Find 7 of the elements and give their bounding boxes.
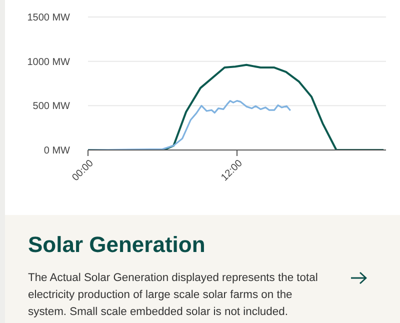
y-tick-label: 0 MW xyxy=(44,146,71,157)
line-series xyxy=(88,100,292,150)
y-tick-label: 500 MW xyxy=(32,101,71,112)
y-tick-label: 1500 MW xyxy=(27,12,71,24)
text: The Actual Solar Generation displayed represents the total electricity production of large scale solar farms on the system. Small scale embedded solar is not included. xyxy=(28,271,319,320)
text: Solar Generation xyxy=(28,232,206,258)
y-tick-label: 1000 MW xyxy=(27,56,71,68)
